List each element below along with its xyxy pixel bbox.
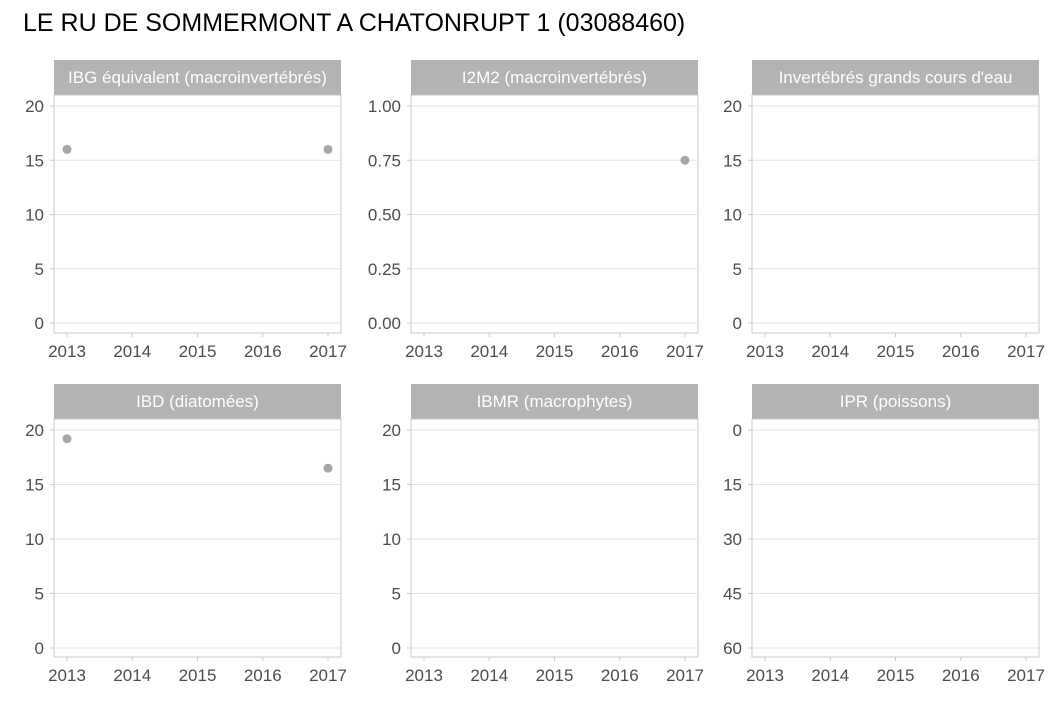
x-tick-label: 2013: [746, 666, 784, 685]
x-tick-label: 2015: [179, 666, 217, 685]
panel-strip: [54, 384, 341, 419]
y-tick-label: 30: [723, 530, 742, 549]
y-tick-label: 5: [35, 585, 44, 604]
x-tick-label: 2013: [48, 342, 86, 361]
panel-strip: [752, 60, 1039, 95]
data-point: [62, 434, 72, 444]
panel-strip: [752, 384, 1039, 419]
panel-frame: [53, 418, 342, 658]
panels-layer: IBG équivalent (macroinvertébrés) 0 5 10 15 2…: [25, 60, 1045, 685]
panel: IBD (diatomées) 0 5 10 15 20 2013 2014 2015 2016 2…: [25, 384, 347, 685]
y-tick-label: 20: [25, 97, 44, 116]
x-tick-label: 2017: [1007, 666, 1045, 685]
panel: I2M2 (macroinvertébrés) 0.00 0.25 0.50 0.75 1…: [368, 60, 704, 361]
y-tick-label: 5: [392, 585, 401, 604]
y-tick-label: 15: [382, 476, 401, 495]
y-tick-label: 5: [733, 260, 742, 279]
x-tick-label: 2014: [811, 666, 849, 685]
x-tick-label: 2017: [1007, 342, 1045, 361]
panel: IBG équivalent (macroinvertébrés) 0 5 10 15 2…: [25, 60, 347, 361]
y-tick-label: 1.00: [368, 97, 401, 116]
x-tick-label: 2017: [309, 342, 347, 361]
y-tick-label: 10: [382, 530, 401, 549]
y-tick-label: 0: [733, 314, 742, 333]
y-tick-label: 15: [723, 151, 742, 170]
y-tick-label: 0: [35, 639, 44, 658]
data-point: [323, 144, 333, 154]
panel-strip-label: IBMR (macrophytes): [477, 392, 633, 411]
x-tick-label: 2013: [405, 666, 443, 685]
x-tick-label: 2014: [811, 342, 849, 361]
x-tick-label: 2015: [536, 666, 574, 685]
panel-strip-label: I2M2 (macroinvertébrés): [462, 68, 647, 87]
chart-title: LE RU DE SOMMERMONT A CHATONRUPT 1 (0308…: [23, 9, 685, 37]
y-tick-label: 0: [733, 421, 742, 440]
y-tick-label: 15: [723, 476, 742, 495]
y-tick-label: 15: [25, 151, 44, 170]
y-tick-label: 0: [35, 314, 44, 333]
x-tick-label: 2015: [877, 666, 915, 685]
panel-strip-label: IBG équivalent (macroinvertébrés): [68, 68, 327, 87]
y-tick-label: 60: [723, 639, 742, 658]
y-tick-label: 20: [25, 421, 44, 440]
y-tick-label: 20: [382, 421, 401, 440]
x-tick-label: 2013: [48, 666, 86, 685]
x-tick-label: 2017: [666, 342, 704, 361]
data-point: [62, 144, 72, 154]
y-tick-label: 10: [25, 206, 44, 225]
x-tick-label: 2013: [405, 342, 443, 361]
x-tick-label: 2016: [601, 666, 639, 685]
x-tick-label: 2016: [244, 666, 282, 685]
panel-strip-label: Invertébrés grands cours d'eau: [779, 68, 1013, 87]
x-tick-label: 2015: [877, 342, 915, 361]
x-tick-label: 2014: [113, 666, 151, 685]
y-tick-label: 20: [723, 97, 742, 116]
x-tick-label: 2017: [309, 666, 347, 685]
x-tick-label: 2016: [942, 342, 980, 361]
x-tick-label: 2015: [179, 342, 217, 361]
panel: Invertébrés grands cours d'eau 0 5 10 15 20 20…: [723, 60, 1045, 361]
x-tick-label: 2013: [746, 342, 784, 361]
data-point: [323, 463, 333, 473]
x-tick-label: 2016: [942, 666, 980, 685]
y-tick-label: 10: [25, 530, 44, 549]
panel: IBMR (macrophytes) 0 5 10 15 20 2013 2014 2015 20…: [382, 384, 704, 685]
panel-frame: [751, 418, 1040, 658]
y-tick-label: 0.75: [368, 151, 401, 170]
y-tick-label: 5: [35, 260, 44, 279]
panel-strip: [54, 60, 341, 95]
y-tick-label: 0.25: [368, 260, 401, 279]
x-tick-label: 2014: [470, 342, 508, 361]
panel-strip-label: IPR (poissons): [840, 392, 951, 411]
panel-strip: [411, 60, 698, 95]
x-tick-label: 2014: [470, 666, 508, 685]
data-point: [680, 155, 690, 165]
y-tick-label: 15: [25, 476, 44, 495]
y-tick-label: 0: [392, 639, 401, 658]
x-tick-label: 2017: [666, 666, 704, 685]
panel-strip-label: IBD (diatomées): [136, 392, 259, 411]
x-tick-label: 2014: [113, 342, 151, 361]
y-tick-label: 45: [723, 585, 742, 604]
y-tick-label: 0.50: [368, 206, 401, 225]
panel-strip: [411, 384, 698, 419]
y-tick-label: 10: [723, 206, 742, 225]
x-tick-label: 2016: [244, 342, 282, 361]
x-tick-label: 2015: [536, 342, 574, 361]
x-tick-label: 2016: [601, 342, 639, 361]
panel-frame: [410, 418, 699, 658]
y-tick-label: 0.00: [368, 314, 401, 333]
